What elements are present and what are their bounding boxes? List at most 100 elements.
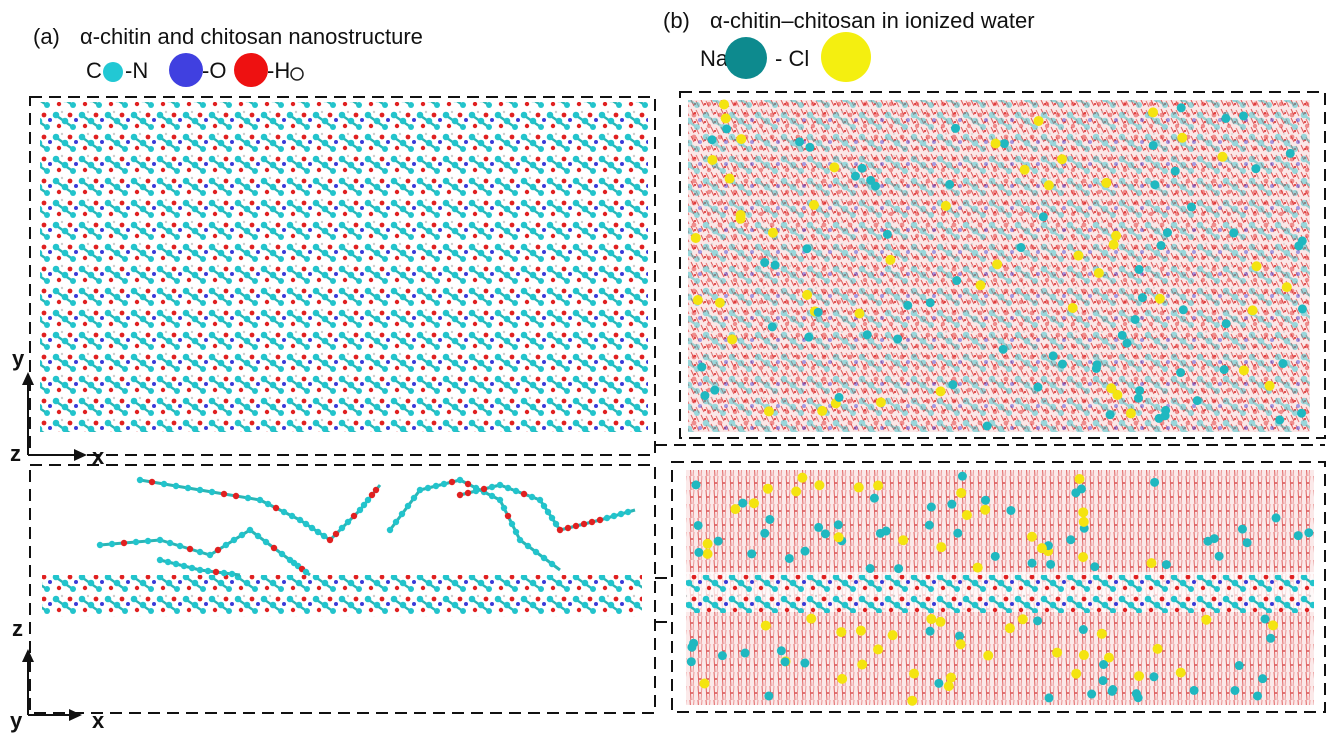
atom bbox=[369, 492, 375, 498]
legend-swatch bbox=[725, 37, 767, 79]
na-ion bbox=[1138, 293, 1147, 302]
figure: (a) α-chitin and chitosan nanostructure … bbox=[0, 0, 1328, 733]
na-ion bbox=[1203, 537, 1212, 546]
atom bbox=[509, 521, 515, 527]
cl-ion bbox=[946, 673, 956, 683]
atom bbox=[465, 490, 471, 496]
atom bbox=[97, 542, 103, 548]
atom bbox=[205, 568, 211, 574]
atom bbox=[489, 484, 495, 490]
cl-ion bbox=[715, 298, 725, 308]
atom bbox=[573, 523, 579, 529]
na-ion bbox=[1266, 634, 1275, 643]
na-ion bbox=[718, 651, 727, 660]
atom bbox=[589, 519, 595, 525]
na-ion bbox=[804, 333, 813, 342]
na-ion bbox=[1222, 319, 1231, 328]
panel-label: (b) bbox=[663, 8, 690, 33]
na-ion bbox=[765, 515, 774, 524]
legend-label: -N bbox=[125, 58, 148, 83]
atom bbox=[165, 559, 171, 565]
na-ion bbox=[1135, 265, 1144, 274]
cl-ion bbox=[836, 627, 846, 637]
cl-ion bbox=[1075, 474, 1085, 484]
na-ion bbox=[1155, 414, 1164, 423]
atom bbox=[173, 483, 179, 489]
na-ion bbox=[1235, 661, 1244, 670]
na-ion bbox=[1118, 331, 1127, 340]
na-ion bbox=[1177, 103, 1186, 112]
atom bbox=[345, 519, 351, 525]
atom bbox=[525, 543, 531, 549]
na-ion bbox=[1090, 562, 1099, 571]
na-ion bbox=[1149, 672, 1158, 681]
atom bbox=[303, 569, 309, 575]
atom bbox=[161, 481, 167, 487]
na-ion bbox=[768, 322, 777, 331]
na-ion bbox=[1131, 315, 1140, 324]
na-ion bbox=[1045, 693, 1054, 702]
cl-ion bbox=[873, 644, 883, 654]
cl-ion bbox=[829, 162, 839, 172]
cl-ion bbox=[817, 406, 827, 416]
cl-ion bbox=[854, 482, 864, 492]
na-ion bbox=[1046, 560, 1055, 569]
na-ion bbox=[866, 564, 875, 573]
na-ion bbox=[1261, 614, 1270, 623]
na-ion bbox=[777, 646, 786, 655]
cl-ion bbox=[956, 488, 966, 498]
cl-ion bbox=[721, 113, 731, 123]
atom bbox=[245, 495, 251, 501]
cl-ion bbox=[1126, 408, 1136, 418]
cl-ion bbox=[725, 174, 735, 184]
atom bbox=[339, 525, 345, 531]
atom bbox=[405, 503, 411, 509]
na-ion bbox=[991, 552, 1000, 561]
na-ion bbox=[1033, 616, 1042, 625]
atom bbox=[501, 505, 507, 511]
cl-ion bbox=[1109, 240, 1119, 250]
legend-label: Na bbox=[700, 46, 729, 71]
na-ion bbox=[1028, 559, 1037, 568]
atom bbox=[537, 497, 543, 503]
na-ion bbox=[1106, 410, 1115, 419]
legend-swatch bbox=[103, 62, 123, 82]
na-ion bbox=[958, 472, 967, 481]
atom bbox=[497, 482, 503, 488]
cl-ion bbox=[991, 139, 1001, 149]
cl-ion bbox=[1034, 116, 1044, 126]
na-ion bbox=[1150, 180, 1159, 189]
cl-ion bbox=[1155, 294, 1165, 304]
atom bbox=[513, 488, 519, 494]
atom bbox=[133, 539, 139, 545]
atom bbox=[303, 521, 309, 527]
na-ion bbox=[953, 529, 962, 538]
cl-ion bbox=[703, 549, 713, 559]
cl-ion bbox=[1079, 650, 1089, 660]
cl-ion bbox=[691, 233, 701, 243]
na-ion bbox=[1298, 304, 1307, 313]
na-ion bbox=[747, 549, 756, 558]
na-ion bbox=[821, 529, 830, 538]
na-ion bbox=[697, 363, 706, 372]
na-ion bbox=[1286, 149, 1295, 158]
atom bbox=[505, 485, 511, 491]
atom bbox=[197, 487, 203, 493]
na-ion bbox=[1000, 139, 1009, 148]
atom bbox=[565, 525, 571, 531]
cl-ion bbox=[1177, 133, 1187, 143]
cl-ion bbox=[1094, 268, 1104, 278]
cl-ion bbox=[956, 639, 966, 649]
na-ion bbox=[894, 564, 903, 573]
atom bbox=[625, 509, 631, 515]
atom bbox=[411, 495, 417, 501]
cl-ion bbox=[730, 504, 740, 514]
na-ion bbox=[1099, 676, 1108, 685]
na-ion bbox=[691, 480, 700, 489]
na-ion bbox=[722, 124, 731, 133]
atom bbox=[553, 521, 559, 527]
na-ion bbox=[1171, 167, 1180, 176]
na-ion bbox=[1258, 674, 1267, 683]
atom bbox=[289, 513, 295, 519]
atom bbox=[457, 492, 463, 498]
